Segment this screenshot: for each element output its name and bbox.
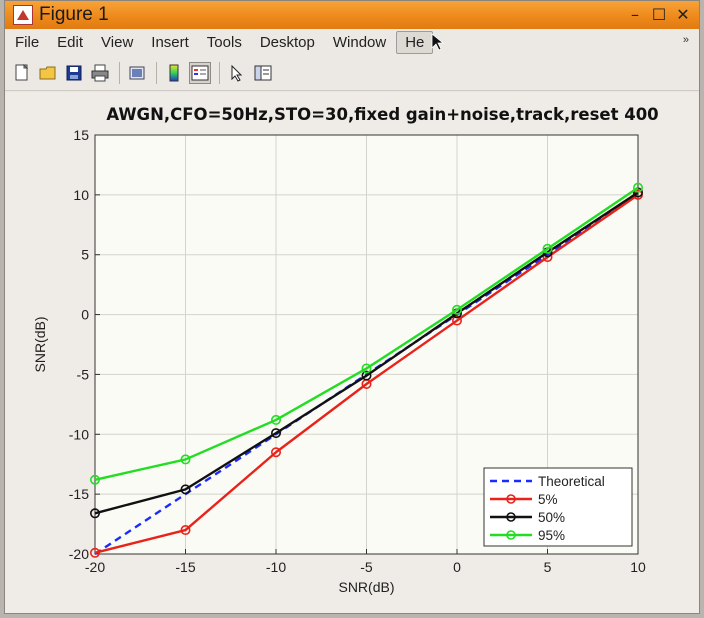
data-point-50pct: [270, 428, 281, 439]
x-tick-label: 5: [544, 559, 552, 575]
y-tick-label: -10: [69, 426, 89, 442]
y-tick-label: -5: [77, 366, 90, 382]
data-point-95pct: [180, 454, 191, 465]
data-point-50pct: [361, 370, 372, 381]
arrow-pointer-icon[interactable]: [226, 62, 248, 84]
data-point-5pct: [90, 547, 101, 558]
menu-desktop[interactable]: Desktop: [259, 33, 315, 51]
matlab-figure-icon: [13, 5, 33, 25]
menu-overflow-icon[interactable]: »: [682, 34, 689, 46]
data-point-50pct: [90, 508, 101, 519]
close-button[interactable]: ✕: [676, 4, 690, 24]
figure-canvas: AWGN,CFO=50Hz,STO=30,fixed gain+noise,tr…: [5, 92, 699, 613]
y-tick-label: 5: [81, 247, 89, 263]
maximize-button[interactable]: ☐: [651, 4, 667, 24]
data-point-5pct: [270, 447, 281, 458]
x-tick-label: -20: [85, 559, 105, 575]
legend-label-theoretical: Theoretical: [538, 474, 605, 489]
menu-file[interactable]: File: [15, 33, 40, 51]
data-point-95pct: [542, 243, 553, 254]
data-point-95pct: [270, 414, 281, 425]
line-chart: AWGN,CFO=50Hz,STO=30,fixed gain+noise,tr…: [32, 105, 659, 595]
figure-window: Figure 1 – ☐ ✕ File Edit View Insert Too…: [4, 0, 700, 614]
toolbar-separator: [219, 61, 220, 84]
link-plot-icon[interactable]: [126, 62, 148, 84]
legend-label-95pct: 95%: [538, 528, 565, 543]
window-title: Figure 1: [39, 4, 109, 25]
toolbar-separator: [156, 61, 157, 84]
legend-marker-5pct: [506, 494, 516, 504]
x-tick-label: 10: [630, 559, 646, 575]
y-tick-label: 0: [81, 307, 89, 323]
save-icon[interactable]: [63, 62, 85, 84]
open-file-icon[interactable]: [37, 62, 59, 84]
y-tick-label: 15: [73, 127, 89, 143]
legend-label-50pct: 50%: [538, 510, 565, 525]
x-axis-label: SNR(dB): [338, 579, 394, 595]
legend-marker-95pct: [506, 530, 516, 540]
print-icon[interactable]: [89, 62, 111, 84]
menu-edit[interactable]: Edit: [57, 33, 84, 51]
data-point-5pct: [451, 315, 462, 326]
minimize-button[interactable]: –: [631, 4, 639, 24]
plot-browser-icon[interactable]: [252, 62, 274, 84]
x-tick-label: -5: [360, 559, 373, 575]
menu-help[interactable]: He: [396, 30, 434, 54]
menu-insert[interactable]: Insert: [151, 33, 189, 51]
data-point-95pct: [90, 474, 101, 485]
y-tick-label: -20: [69, 546, 89, 562]
data-point-95pct: [451, 304, 462, 315]
toolbar: [5, 55, 699, 91]
new-figure-icon[interactable]: [11, 62, 33, 84]
toolbar-separator: [119, 61, 120, 84]
menu-window[interactable]: Window: [332, 33, 387, 51]
y-tick-label: 10: [73, 187, 89, 203]
data-point-95pct: [632, 182, 643, 193]
menu-tools[interactable]: Tools: [206, 33, 242, 51]
colorbar-icon[interactable]: [163, 62, 185, 84]
mouse-cursor-icon: [432, 33, 445, 51]
x-tick-label: 0: [453, 559, 461, 575]
menu-view[interactable]: View: [101, 33, 134, 51]
x-tick-label: -10: [266, 559, 286, 575]
y-axis-label: SNR(dB): [32, 316, 48, 372]
legend-label-5pct: 5%: [538, 492, 558, 507]
x-tick-label: -15: [175, 559, 195, 575]
menu-bar: File Edit View Insert Tools Desktop Wind…: [5, 29, 699, 55]
chart-title: AWGN,CFO=50Hz,STO=30,fixed gain+noise,tr…: [106, 105, 658, 124]
data-point-5pct: [180, 525, 191, 536]
series-line-95pct: [94, 186, 639, 481]
y-tick-label: -15: [69, 486, 89, 502]
title-bar[interactable]: Figure 1 – ☐ ✕: [5, 1, 699, 29]
legend-icon[interactable]: [189, 61, 211, 84]
data-point-50pct: [180, 484, 191, 495]
legend-marker-50pct: [506, 512, 516, 522]
data-point-95pct: [361, 363, 372, 374]
